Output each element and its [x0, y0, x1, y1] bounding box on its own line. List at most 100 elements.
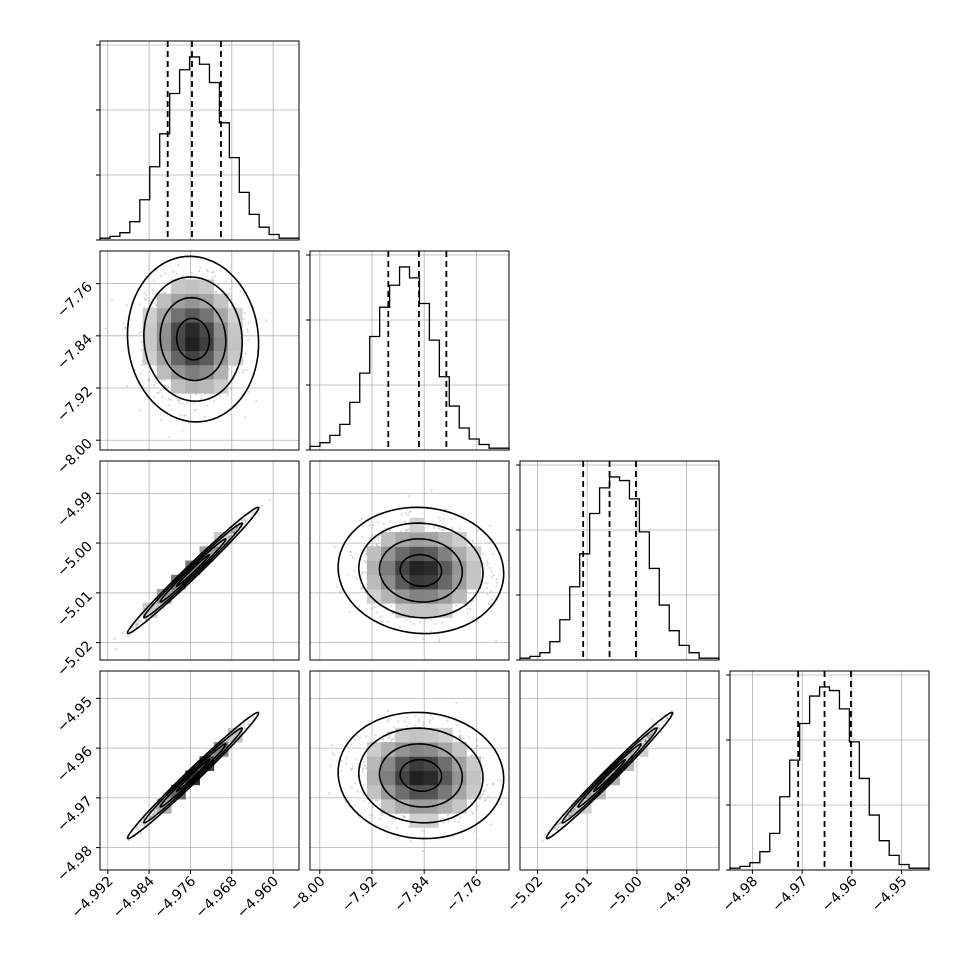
- sample-point: [230, 532, 233, 535]
- sample-point: [152, 812, 155, 815]
- sample-point: [359, 548, 363, 551]
- sample-point: [495, 585, 498, 588]
- sample-point: [364, 550, 367, 553]
- density-cell: [452, 560, 467, 576]
- sample-point: [360, 517, 363, 520]
- sample-point: [361, 535, 364, 539]
- density-cell: [213, 293, 229, 309]
- sample-point: [138, 332, 141, 335]
- sample-point: [466, 612, 470, 615]
- density-cell: [171, 350, 186, 366]
- sample-point: [181, 402, 184, 405]
- density-cell: [395, 574, 410, 590]
- sample-point: [240, 518, 244, 522]
- sample-point: [206, 270, 210, 273]
- sample-point: [253, 511, 256, 514]
- sample-point: [434, 622, 437, 625]
- sample-point: [234, 528, 238, 531]
- contour-level-4: [126, 711, 260, 840]
- sample-point: [186, 401, 189, 405]
- sample-point: [200, 397, 203, 401]
- sample-point: [104, 327, 107, 331]
- density-cell: [452, 546, 467, 561]
- histogram-panel-2: [306, 250, 510, 451]
- sample-point: [331, 751, 334, 754]
- sample-point: [418, 621, 421, 624]
- density-cell: [366, 574, 382, 590]
- scatter-panel-3-1: [99, 460, 300, 661]
- sample-point: [246, 328, 249, 331]
- sample-point: [122, 322, 125, 325]
- contour-level-4: [126, 506, 260, 635]
- density-cell: [409, 560, 425, 576]
- sample-point: [143, 824, 146, 827]
- sample-point: [230, 531, 233, 534]
- sample-point: [364, 561, 367, 564]
- sample-point: [153, 396, 156, 399]
- density-cell: [395, 546, 410, 561]
- sample-point: [429, 619, 432, 622]
- sample-point: [487, 795, 490, 798]
- sample-point: [490, 576, 493, 579]
- sample-point: [232, 531, 235, 534]
- sample-point: [147, 378, 150, 382]
- sample-point: [167, 435, 171, 439]
- sample-point: [513, 611, 515, 613]
- sample-point: [361, 525, 365, 528]
- density-cell: [227, 336, 243, 351]
- sample-point: [380, 814, 384, 817]
- sample-point: [235, 526, 238, 529]
- sample-point: [257, 513, 260, 516]
- density-cell: [199, 336, 215, 351]
- density-cell: [452, 532, 467, 547]
- sample-point: [442, 821, 445, 824]
- sample-point: [172, 588, 175, 592]
- sample-point: [255, 400, 258, 403]
- sample-point: [404, 520, 407, 523]
- sample-point: [247, 321, 251, 325]
- sample-point: [215, 290, 218, 293]
- sample-point: [228, 536, 231, 539]
- sample-point: [407, 495, 410, 498]
- sample-point: [371, 805, 374, 809]
- sample-point: [489, 567, 492, 570]
- sample-point: [376, 536, 379, 540]
- density-cell: [185, 293, 200, 309]
- density-cell: [409, 546, 425, 561]
- sample-point: [232, 528, 236, 532]
- density-cell: [381, 574, 396, 590]
- sample-point: [138, 619, 141, 622]
- sample-point: [459, 737, 462, 740]
- sample-point: [241, 519, 244, 522]
- sample-point: [409, 510, 412, 513]
- sample-point: [467, 736, 470, 739]
- sample-point: [356, 774, 359, 777]
- sample-point: [407, 825, 411, 828]
- sample-point: [211, 276, 214, 279]
- density-cell: [213, 364, 229, 380]
- sample-point: [374, 733, 377, 737]
- sample-point: [121, 632, 125, 635]
- sample-point: [375, 542, 378, 546]
- sample-point: [524, 771, 526, 773]
- density-cell: [409, 603, 425, 618]
- contour-level-1: [175, 758, 211, 793]
- sample-point: [390, 604, 393, 608]
- sample-point: [153, 279, 156, 282]
- sample-point: [175, 272, 178, 275]
- sample-point: [471, 539, 474, 543]
- scatter-panel-4-1: [99, 670, 300, 871]
- sample-point: [244, 520, 247, 524]
- sample-point: [346, 573, 349, 576]
- density-cell: [185, 378, 200, 394]
- sample-point: [370, 607, 373, 610]
- density-cell: [185, 336, 200, 351]
- sample-point: [247, 338, 250, 341]
- density-cell: [366, 588, 382, 604]
- sample-point: [145, 298, 148, 301]
- sample-point: [214, 548, 218, 551]
- sample-point: [349, 554, 352, 557]
- sample-point: [494, 639, 498, 643]
- sample-point: [490, 570, 493, 573]
- sample-point: [243, 724, 246, 727]
